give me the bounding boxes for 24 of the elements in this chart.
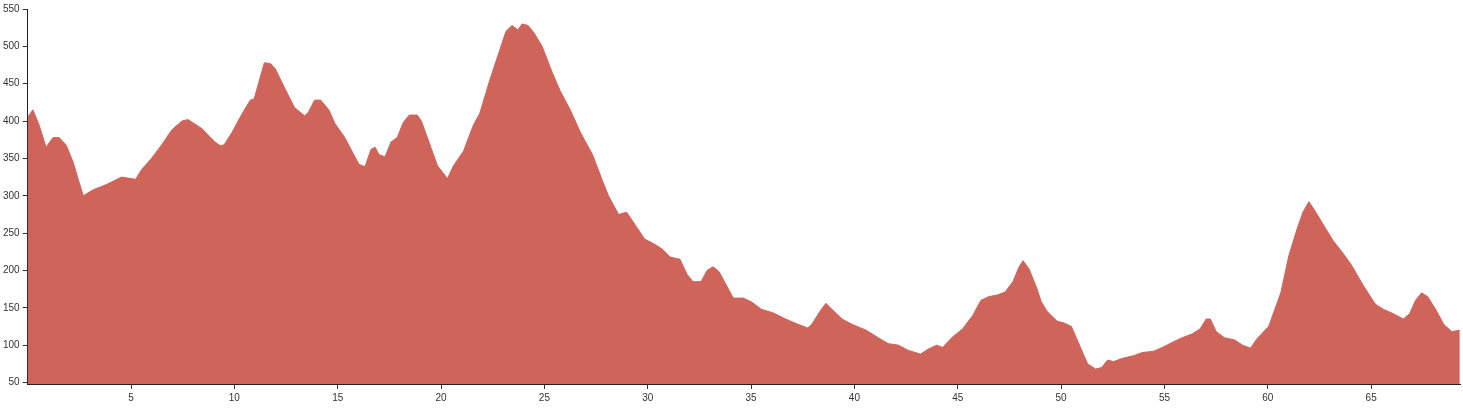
x-tick-label: 55 bbox=[1158, 391, 1171, 403]
y-tick-label: 50 bbox=[8, 376, 21, 388]
y-tick-label: 300 bbox=[3, 189, 21, 201]
x-tick-label: 25 bbox=[538, 391, 551, 403]
x-tick-label: 60 bbox=[1262, 391, 1274, 403]
x-tick-label: 15 bbox=[332, 391, 344, 403]
y-tick-label: 200 bbox=[3, 264, 21, 276]
x-tick-label: 65 bbox=[1365, 391, 1378, 403]
x-tick-label: 5 bbox=[128, 391, 135, 403]
x-tick-label: 35 bbox=[745, 391, 758, 403]
y-tick-label: 500 bbox=[3, 40, 21, 52]
x-tick-label: 10 bbox=[228, 391, 241, 403]
y-tick-label: 450 bbox=[3, 77, 21, 89]
x-tick-label: 45 bbox=[952, 391, 964, 403]
y-tick-label: 150 bbox=[3, 301, 21, 313]
x-tick-label: 40 bbox=[848, 391, 861, 403]
x-tick-label: 50 bbox=[1055, 391, 1068, 403]
y-tick-label: 100 bbox=[3, 338, 21, 350]
y-tick-label: 350 bbox=[3, 152, 21, 164]
x-tick-label: 20 bbox=[435, 391, 448, 403]
x-tick-label: 30 bbox=[642, 391, 654, 403]
y-tick-label: 250 bbox=[3, 226, 21, 238]
y-tick-label: 400 bbox=[3, 114, 21, 126]
y-tick-label: 550 bbox=[3, 2, 21, 14]
